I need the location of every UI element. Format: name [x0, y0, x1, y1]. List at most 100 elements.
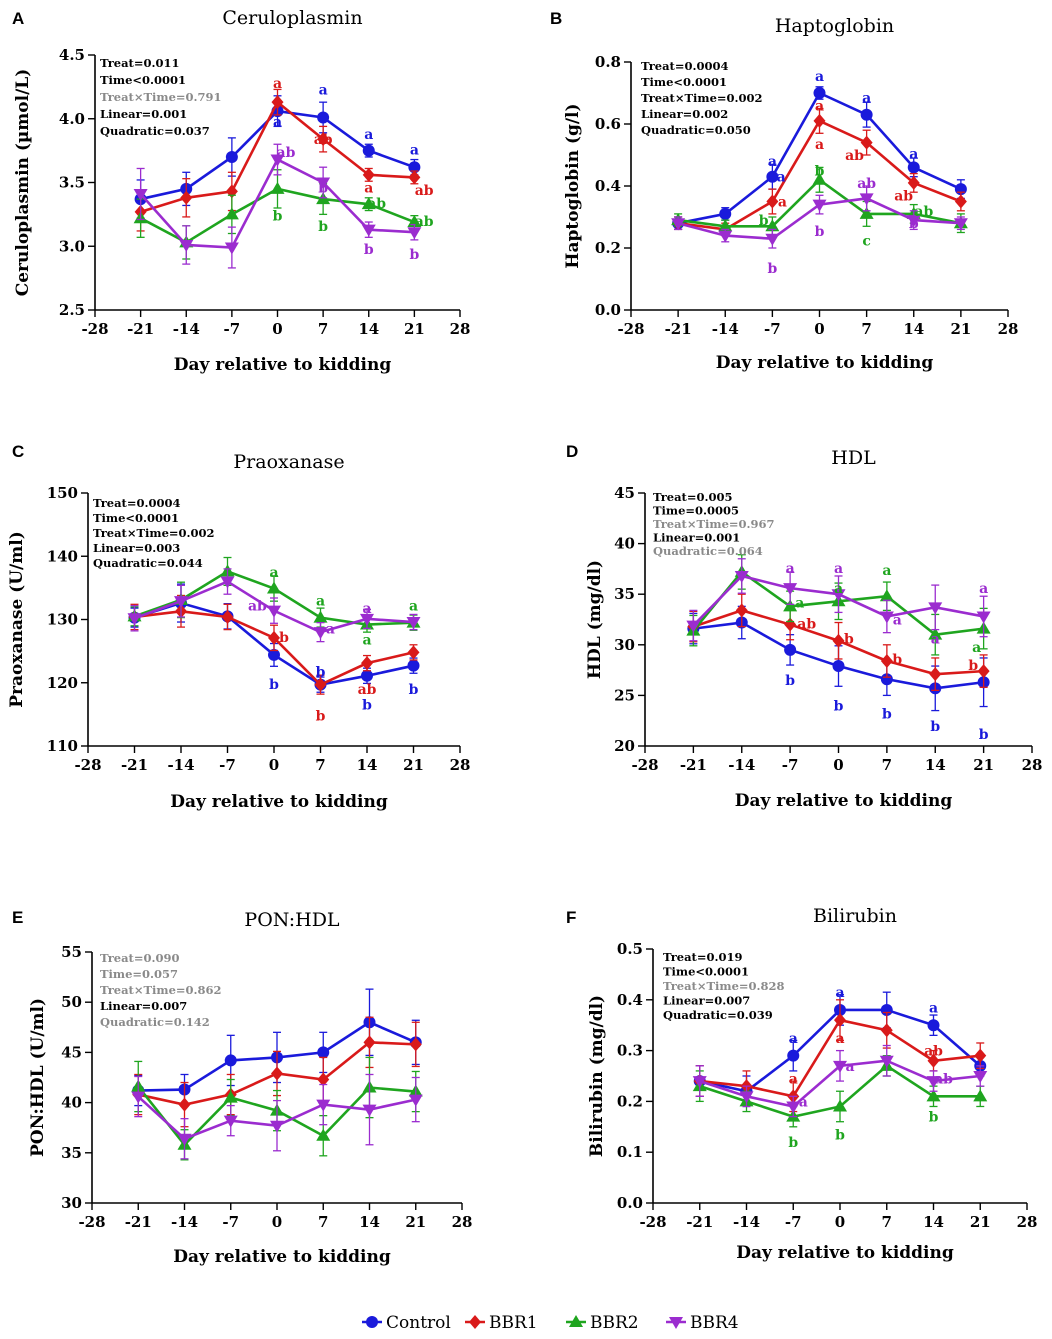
data-point: [127, 613, 142, 626]
x-tick-label: 7: [318, 1213, 328, 1231]
data-point: [362, 167, 375, 182]
significance-label: a: [979, 581, 988, 597]
data-point: [223, 1115, 238, 1128]
data-point: [786, 1101, 801, 1114]
y-tick-label: 25: [614, 686, 635, 704]
data-point: [317, 1072, 330, 1087]
chart-panel-a: A Ceruloplasmin 2.5 3.0 3.5 4.0 4.5 -28 -21 -14 -7…: [12, 7, 470, 375]
significance-label: a: [364, 127, 373, 143]
stat-line: Quadratic=0.039: [663, 1008, 773, 1022]
data-point: [907, 161, 920, 174]
data-point: [739, 1091, 754, 1104]
x-tick-label: -21: [665, 320, 692, 338]
significance-label: b: [834, 699, 844, 715]
y-tick-label: 0.3: [617, 1042, 643, 1060]
x-tick-label: -14: [728, 756, 755, 774]
data-point: [831, 589, 846, 602]
panel-letter: F: [566, 908, 576, 927]
significance-label: a: [799, 1094, 808, 1110]
significance-label: b: [815, 164, 825, 180]
data-point: [363, 1035, 376, 1050]
x-tick-label: 28: [1022, 756, 1043, 774]
data-point: [813, 113, 826, 128]
x-tick-label: -7: [785, 1213, 802, 1231]
x-tick-label: 0: [814, 320, 824, 338]
data-point: [362, 144, 375, 157]
y-tick-label: 40: [614, 535, 635, 553]
y-tick-label: 0.2: [617, 1092, 643, 1110]
significance-label: a: [834, 581, 843, 597]
legend-label: Control: [386, 1313, 451, 1333]
x-tick-label: 0: [272, 320, 282, 338]
x-tick-label: 7: [882, 756, 892, 774]
significance-label: b: [409, 682, 419, 698]
y-tick-label: 0.5: [617, 940, 643, 958]
data-point: [880, 1023, 893, 1038]
x-tick-label: 21: [404, 320, 425, 338]
x-tick-label: 14: [903, 320, 924, 338]
x-tick-label: -28: [631, 756, 658, 774]
data-point: [361, 224, 376, 237]
significance-label: a: [409, 599, 418, 615]
significance-label: b: [815, 224, 825, 240]
x-tick-label: 0: [269, 756, 279, 774]
stat-line: Treat×Time=0.828: [663, 979, 785, 993]
x-tick-label: -7: [224, 320, 241, 338]
data-point: [976, 611, 991, 624]
significance-label: b: [844, 632, 854, 648]
data-point: [766, 194, 779, 209]
significance-label: b: [767, 261, 777, 277]
x-tick-label: -21: [125, 1213, 152, 1231]
stat-line: Quadratic=0.064: [653, 544, 763, 558]
chart-title: Haptoglobin: [775, 15, 894, 37]
x-tick-label: 28: [450, 320, 471, 338]
x-tick-label: 28: [452, 1213, 473, 1231]
stat-line: Treat=0.0004: [93, 496, 181, 510]
significance-label: a: [786, 561, 795, 577]
data-point: [860, 108, 873, 121]
x-axis-title: Day relative to kidding: [735, 791, 953, 811]
significance-label: b: [364, 242, 374, 258]
series-bbr4: [133, 143, 422, 269]
data-point: [977, 664, 990, 679]
significance-label: a: [835, 985, 844, 1001]
significance-label: ab: [894, 188, 913, 204]
panel-letter: A: [12, 9, 24, 28]
x-tick-label: -28: [74, 756, 101, 774]
legend-label: BBR1: [489, 1313, 538, 1333]
y-tick-label: 120: [47, 674, 78, 692]
data-point: [907, 175, 920, 190]
x-tick-label: 28: [998, 320, 1019, 338]
x-tick-label: 7: [318, 320, 328, 338]
series-bbr1: [687, 593, 990, 691]
significance-label: b: [318, 219, 328, 235]
data-point: [133, 188, 148, 201]
y-tick-label: 2.5: [59, 301, 85, 319]
data-point: [832, 633, 845, 648]
data-point: [267, 581, 281, 594]
data-point: [317, 1046, 330, 1059]
significance-label: b: [835, 1127, 845, 1143]
x-tick-label: -21: [127, 320, 154, 338]
x-tick-label: -14: [733, 1213, 760, 1231]
data-point: [880, 653, 893, 668]
data-point: [408, 161, 421, 174]
significance-label: ab: [924, 1044, 943, 1060]
y-axis-title: Bilirubin (mg/dl): [587, 995, 607, 1157]
data-point: [926, 1076, 941, 1089]
data-point: [926, 1089, 941, 1102]
y-tick-label: 140: [47, 547, 78, 565]
x-tick-label: -7: [764, 320, 781, 338]
significance-label: a: [929, 1000, 938, 1016]
stat-line: Treat×Time=0.862: [100, 983, 222, 997]
data-point: [317, 132, 330, 147]
significance-label: b: [788, 1135, 798, 1151]
data-point: [177, 1133, 192, 1146]
x-tick-label: -21: [686, 1213, 713, 1231]
y-tick-label: 0.4: [617, 991, 643, 1009]
data-point: [407, 227, 422, 240]
data-point: [833, 1099, 847, 1112]
panel-letter: E: [12, 908, 23, 927]
x-tick-label: -28: [617, 320, 644, 338]
significance-label: a: [789, 1031, 798, 1047]
